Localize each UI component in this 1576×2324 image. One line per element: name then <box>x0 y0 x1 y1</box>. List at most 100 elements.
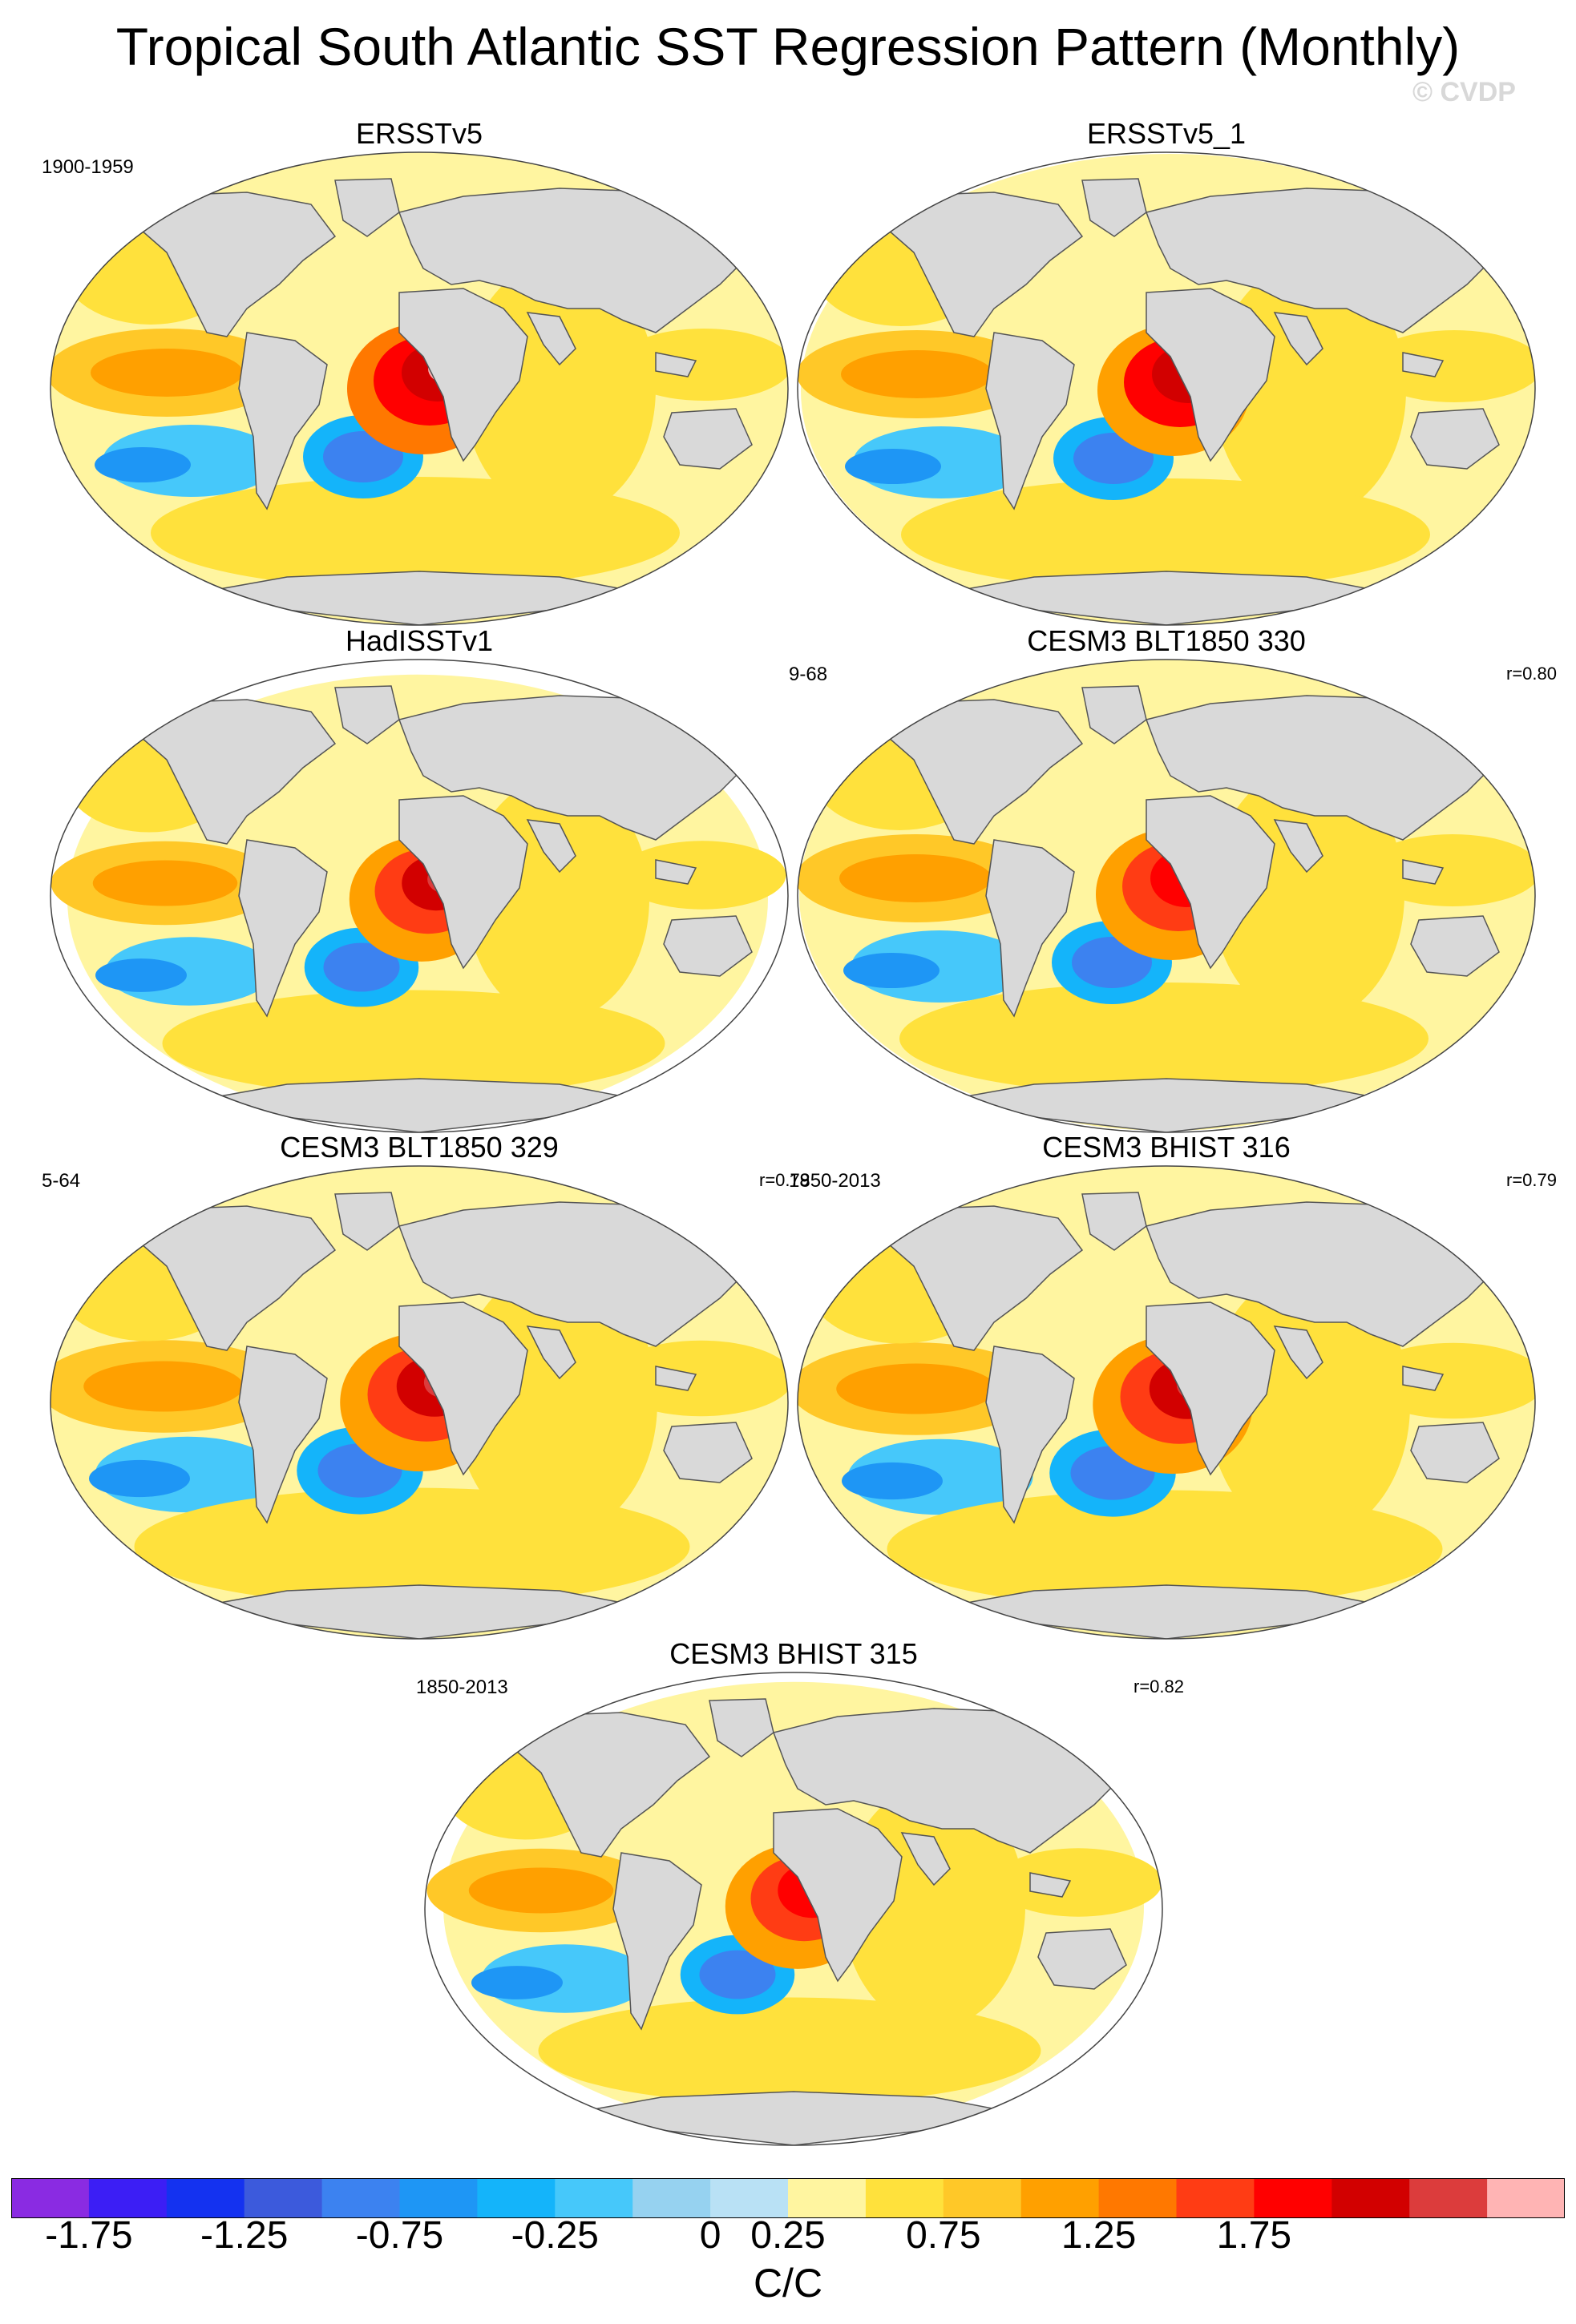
land-mass <box>526 1325 576 1380</box>
land-mass <box>398 795 528 970</box>
land-mass <box>1402 352 1445 377</box>
colorbar-tick-label: 0 <box>699 2214 721 2257</box>
land-mass <box>1410 408 1500 470</box>
colorbar <box>11 2178 1565 2218</box>
land-mass <box>134 699 337 845</box>
colorbar-swatch <box>399 2178 478 2218</box>
land-mass <box>334 685 400 744</box>
map-border <box>50 151 789 626</box>
colorbar-swatch <box>710 2178 789 2218</box>
land-mass <box>1146 795 1275 970</box>
southern-ocean-anomaly-field <box>887 1490 1443 1608</box>
panel-correlation: r=0.79 <box>1506 1170 1557 1190</box>
colorbar-swatch <box>244 2178 323 2218</box>
south-atlantic-subtropics-anomaly-field <box>323 942 400 992</box>
south-pacific-anomaly-field <box>89 1459 190 1498</box>
southern-ocean-anomaly-field <box>901 478 1430 591</box>
land-mass <box>985 839 1075 1018</box>
map-panel-hadisstv1: HadISSTv1 <box>46 623 792 1136</box>
colorbar-swatch <box>632 2178 711 2218</box>
south-pacific-anomaly-field <box>95 958 187 992</box>
map-border <box>50 659 789 1133</box>
colorbar-tick-label: -1.75 <box>45 2214 133 2257</box>
colorbar-tick-label: 1.75 <box>1216 2214 1292 2257</box>
map-border <box>797 659 1536 1133</box>
southern-ocean-anomaly-field <box>899 982 1429 1095</box>
tropical-pacific-anomaly-field <box>468 1867 614 1914</box>
tropical-pacific-anomaly-field <box>92 860 238 906</box>
land-mass <box>1037 1928 1127 1990</box>
tropical-pacific-anomaly-field <box>1366 330 1535 402</box>
colorbar-swatch <box>11 2178 90 2218</box>
land-mass <box>398 1301 528 1476</box>
land-mass <box>526 312 576 366</box>
watermark: © CVDP <box>1412 77 1516 107</box>
colorbar-tick-label: 0.25 <box>750 2214 826 2257</box>
land-mass <box>921 571 1412 625</box>
panel-correlation: r=0.82 <box>1134 1676 1184 1697</box>
colorbar-tick-label: 1.25 <box>1061 2214 1137 2257</box>
land-mass <box>985 332 1075 510</box>
tropical-pacific-anomaly-field <box>994 1848 1162 1917</box>
colorbar-tick-label: 0.75 <box>906 2214 981 2257</box>
tropical-pacific-anomaly-field <box>1364 834 1535 906</box>
world-map <box>50 1165 789 1640</box>
land-mass <box>655 1366 697 1391</box>
land-mass <box>655 352 697 377</box>
map-panel-cesm3-bhist-315: CESM3 BHIST 315 1850-2013 r=0.82 <box>416 1636 1184 2149</box>
world-map <box>50 659 789 1133</box>
land-mass <box>612 1852 702 2031</box>
land-mass <box>1146 288 1275 462</box>
map-panel-ersstv5-1: ERSSTv5_1 <box>794 116 1539 629</box>
south-pacific-anomaly-field <box>843 953 940 988</box>
panel-title: CESM3 BHIST 315 <box>669 1637 918 1670</box>
land-mass <box>663 1422 753 1483</box>
panel-title: HadISSTv1 <box>345 624 494 657</box>
land-mass <box>508 1712 711 1858</box>
colorbar-swatch <box>1254 2178 1332 2218</box>
world-map <box>797 659 1536 1133</box>
colorbar-swatch <box>88 2178 168 2218</box>
land-mass <box>900 1832 951 1886</box>
colorbar-swatch <box>1020 2178 1100 2218</box>
world-map <box>50 151 789 626</box>
land-mass <box>881 699 1084 845</box>
land-mass <box>773 1808 903 1983</box>
colorbar-tick-label: -0.75 <box>355 2214 444 2257</box>
colorbar-units: C/C <box>753 2261 823 2306</box>
south-pacific-anomaly-field <box>95 447 191 482</box>
land-mass <box>1081 685 1147 744</box>
land-mass <box>655 859 697 885</box>
land-mass <box>1081 178 1147 237</box>
southern-ocean-anomaly-field <box>134 1487 690 1606</box>
land-mass <box>1273 1325 1323 1380</box>
panel-years: 1850-2013 <box>416 1676 508 1698</box>
colorbar-swatch <box>1332 2178 1410 2218</box>
land-mass <box>663 408 753 470</box>
panel-title: CESM3 BLT1850 330 <box>1027 624 1306 657</box>
colorbar-swatch <box>477 2178 556 2218</box>
map-panel-ersstv5: ERSSTv5 1900-1959 <box>42 116 792 629</box>
southern-ocean-anomaly-field <box>162 990 665 1097</box>
colorbar-swatch <box>943 2178 1022 2218</box>
land-mass <box>174 1078 665 1132</box>
land-mass <box>548 2091 1039 2145</box>
land-mass <box>1029 1872 1072 1898</box>
land-mass <box>1146 1301 1275 1476</box>
tropical-pacific-anomaly-field <box>841 350 993 398</box>
colorbar-swatch <box>1098 2178 1177 2218</box>
figure-title: Tropical South Atlantic SST Regression P… <box>115 17 1461 76</box>
tropical-pacific-anomaly-field <box>839 854 992 902</box>
colorbar-swatch <box>1487 2178 1565 2218</box>
map-panel-cesm3-blt1850-330: CESM3 BLT1850 330 9-68 r=0.80 <box>789 623 1557 1136</box>
land-mass <box>334 178 400 237</box>
land-mass <box>526 819 576 874</box>
panel-title: ERSSTv5 <box>355 117 483 150</box>
panel-correlation: r=0.79 <box>759 1170 810 1190</box>
tropical-pacific-anomaly-field <box>91 349 243 397</box>
map-border <box>424 1672 1163 2146</box>
world-map <box>797 1165 1536 1640</box>
land-mass <box>1273 819 1323 874</box>
colorbar-swatch <box>788 2178 867 2218</box>
land-mass <box>1410 915 1500 977</box>
